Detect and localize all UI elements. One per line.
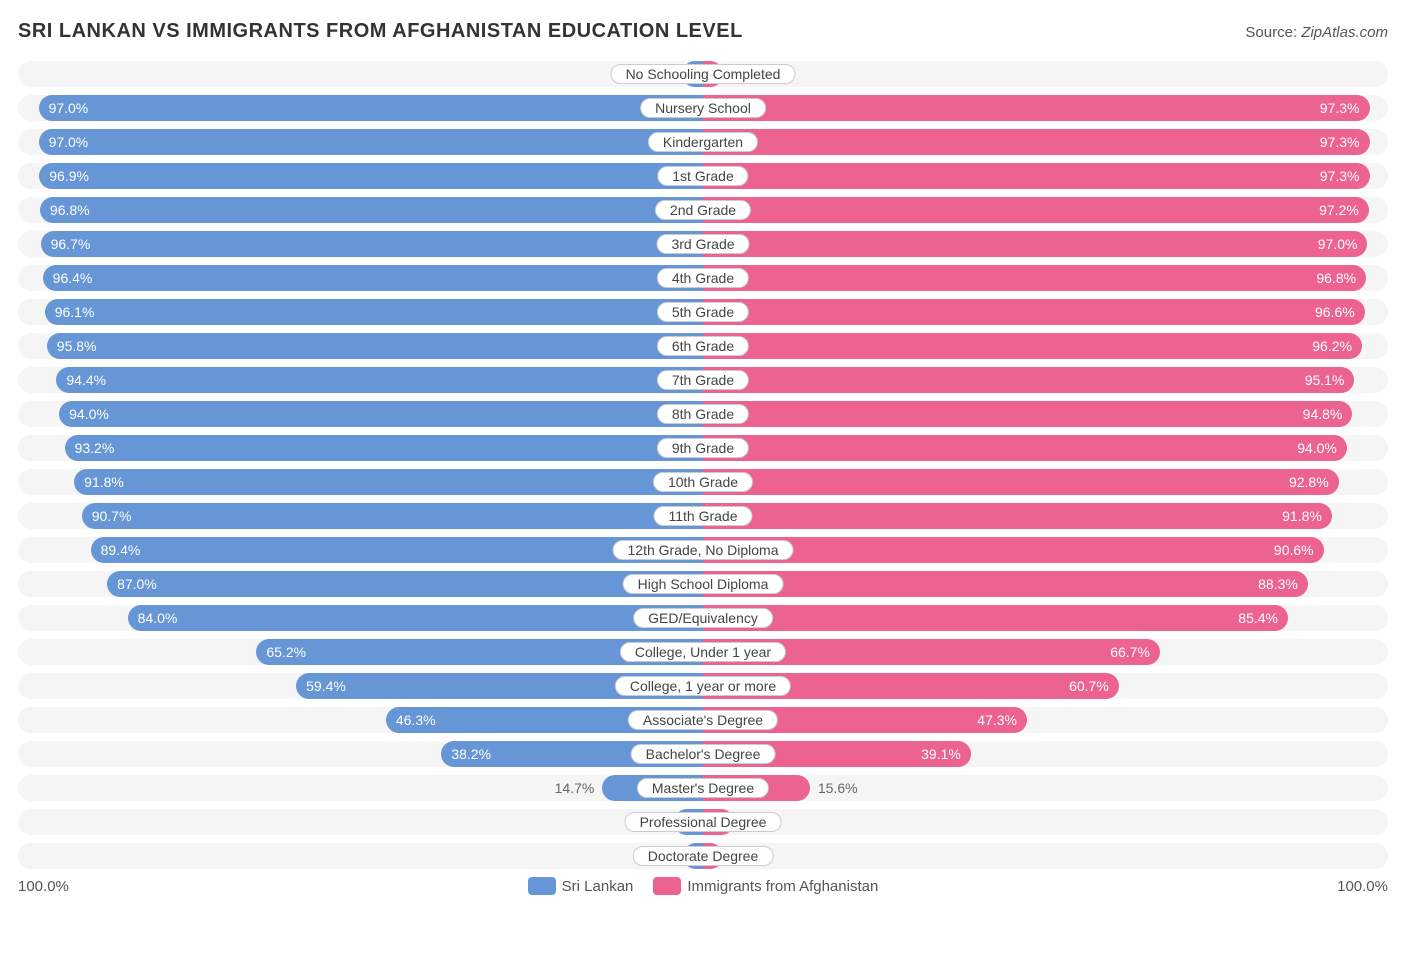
chart-header: SRI LANKAN VS IMMIGRANTS FROM AFGHANISTA… [18,20,1388,43]
bar-right: 97.3% [703,95,1370,121]
chart-row: 96.9%97.3%1st Grade [18,163,1388,189]
bar-right: 96.8% [703,265,1366,291]
category-label: 11th Grade [653,506,752,526]
chart-row: 84.0%85.4%GED/Equivalency [18,605,1388,631]
bar-left: 97.0% [39,129,703,155]
legend-swatch-left [528,877,556,895]
legend-item-left: Sri Lankan [528,877,634,895]
bar-left: 96.4% [43,265,703,291]
chart-footer: 100.0% Sri Lankan Immigrants from Afghan… [18,877,1388,895]
category-label: Kindergarten [648,132,758,152]
chart-row: 14.7% 15.6% Master's Degree [18,775,1388,801]
category-label: College, 1 year or more [615,676,791,696]
axis-right-max: 100.0% [1337,878,1388,895]
category-label: 9th Grade [657,438,749,458]
bar-left: 94.4% [56,367,703,393]
chart-row: 46.3%47.3%Associate's Degree [18,707,1388,733]
category-label: 10th Grade [653,472,753,492]
source-label: Source: [1245,24,1297,41]
bar-right: 97.3% [703,163,1370,189]
bar-right: 92.8% [703,469,1339,495]
chart-row: 96.1%96.6%5th Grade [18,299,1388,325]
chart-row: 4.3%4.5%Professional Degree [18,809,1388,835]
bar-right: 97.2% [703,197,1369,223]
chart-row: 65.2%66.7%College, Under 1 year [18,639,1388,665]
category-label: Master's Degree [637,778,769,798]
category-label: Associate's Degree [628,710,778,730]
bar-right: 91.8% [703,503,1332,529]
chart-row: 94.0%94.8%8th Grade [18,401,1388,427]
category-label: 4th Grade [657,268,749,288]
bar-right: 94.0% [703,435,1347,461]
bar-left: 96.7% [41,231,703,257]
bar-left: 96.1% [45,299,703,325]
bar-right: 90.6% [703,537,1324,563]
bar-right: 96.2% [703,333,1362,359]
category-label: Nursery School [640,98,766,118]
category-label: College, Under 1 year [620,642,786,662]
legend-item-right: Immigrants from Afghanistan [653,877,878,895]
bar-right: 95.1% [703,367,1354,393]
bar-right: 94.8% [703,401,1352,427]
bar-left: 97.0% [39,95,703,121]
chart-row: 91.8%92.8%10th Grade [18,469,1388,495]
bar-left: 93.2% [65,435,703,461]
bar-left: 90.7% [82,503,703,529]
bar-right-value: 15.6% [818,780,858,796]
chart-row: 96.7%97.0%3rd Grade [18,231,1388,257]
chart-row: 1.9%1.8%Doctorate Degree [18,843,1388,869]
category-label: 7th Grade [657,370,749,390]
chart-row: 3.0%2.7%No Schooling Completed [18,61,1388,87]
legend-label-left: Sri Lankan [562,878,634,895]
category-label: GED/Equivalency [633,608,773,628]
bar-left: 87.0% [107,571,703,597]
chart-row: 97.0%97.3%Kindergarten [18,129,1388,155]
category-label: 12th Grade, No Diploma [613,540,794,560]
bar-right: 97.0% [703,231,1367,257]
legend-label-right: Immigrants from Afghanistan [687,878,878,895]
bar-left: 95.8% [47,333,703,359]
source-value: ZipAtlas.com [1301,24,1388,41]
butterfly-chart: 3.0%2.7%No Schooling Completed97.0%97.3%… [18,61,1388,869]
bar-right: 96.6% [703,299,1365,325]
chart-row: 94.4%95.1%7th Grade [18,367,1388,393]
bar-left: 84.0% [128,605,703,631]
chart-row: 87.0%88.3%High School Diploma [18,571,1388,597]
bar-left: 94.0% [59,401,703,427]
bar-left-value: 14.7% [555,780,595,796]
category-label: 6th Grade [657,336,749,356]
legend: Sri Lankan Immigrants from Afghanistan [528,877,879,895]
category-label: No Schooling Completed [611,64,796,84]
chart-row: 96.8%97.2%2nd Grade [18,197,1388,223]
category-label: 3rd Grade [656,234,749,254]
chart-row: 90.7%91.8%11th Grade [18,503,1388,529]
bar-left: 96.8% [40,197,703,223]
category-label: 2nd Grade [655,200,751,220]
chart-row: 38.2%39.1%Bachelor's Degree [18,741,1388,767]
chart-title: SRI LANKAN VS IMMIGRANTS FROM AFGHANISTA… [18,20,743,43]
bar-left: 91.8% [74,469,703,495]
chart-row: 59.4%60.7%College, 1 year or more [18,673,1388,699]
chart-row: 95.8%96.2%6th Grade [18,333,1388,359]
chart-row: 93.2%94.0%9th Grade [18,435,1388,461]
category-label: 8th Grade [657,404,749,424]
chart-row: 96.4%96.8%4th Grade [18,265,1388,291]
legend-swatch-right [653,877,681,895]
bar-right: 97.3% [703,129,1370,155]
bar-right: 85.4% [703,605,1288,631]
category-label: Bachelor's Degree [631,744,776,764]
category-label: High School Diploma [623,574,784,594]
axis-left-max: 100.0% [18,878,69,895]
bar-left: 89.4% [91,537,703,563]
chart-row: 97.0%97.3%Nursery School [18,95,1388,121]
bar-right: 88.3% [703,571,1308,597]
category-label: 5th Grade [657,302,749,322]
category-label: 1st Grade [657,166,748,186]
chart-row: 89.4%90.6%12th Grade, No Diploma [18,537,1388,563]
source-attribution: Source: ZipAtlas.com [1245,24,1388,41]
category-label: Doctorate Degree [633,846,774,866]
bar-left: 96.9% [39,163,703,189]
category-label: Professional Degree [625,812,782,832]
